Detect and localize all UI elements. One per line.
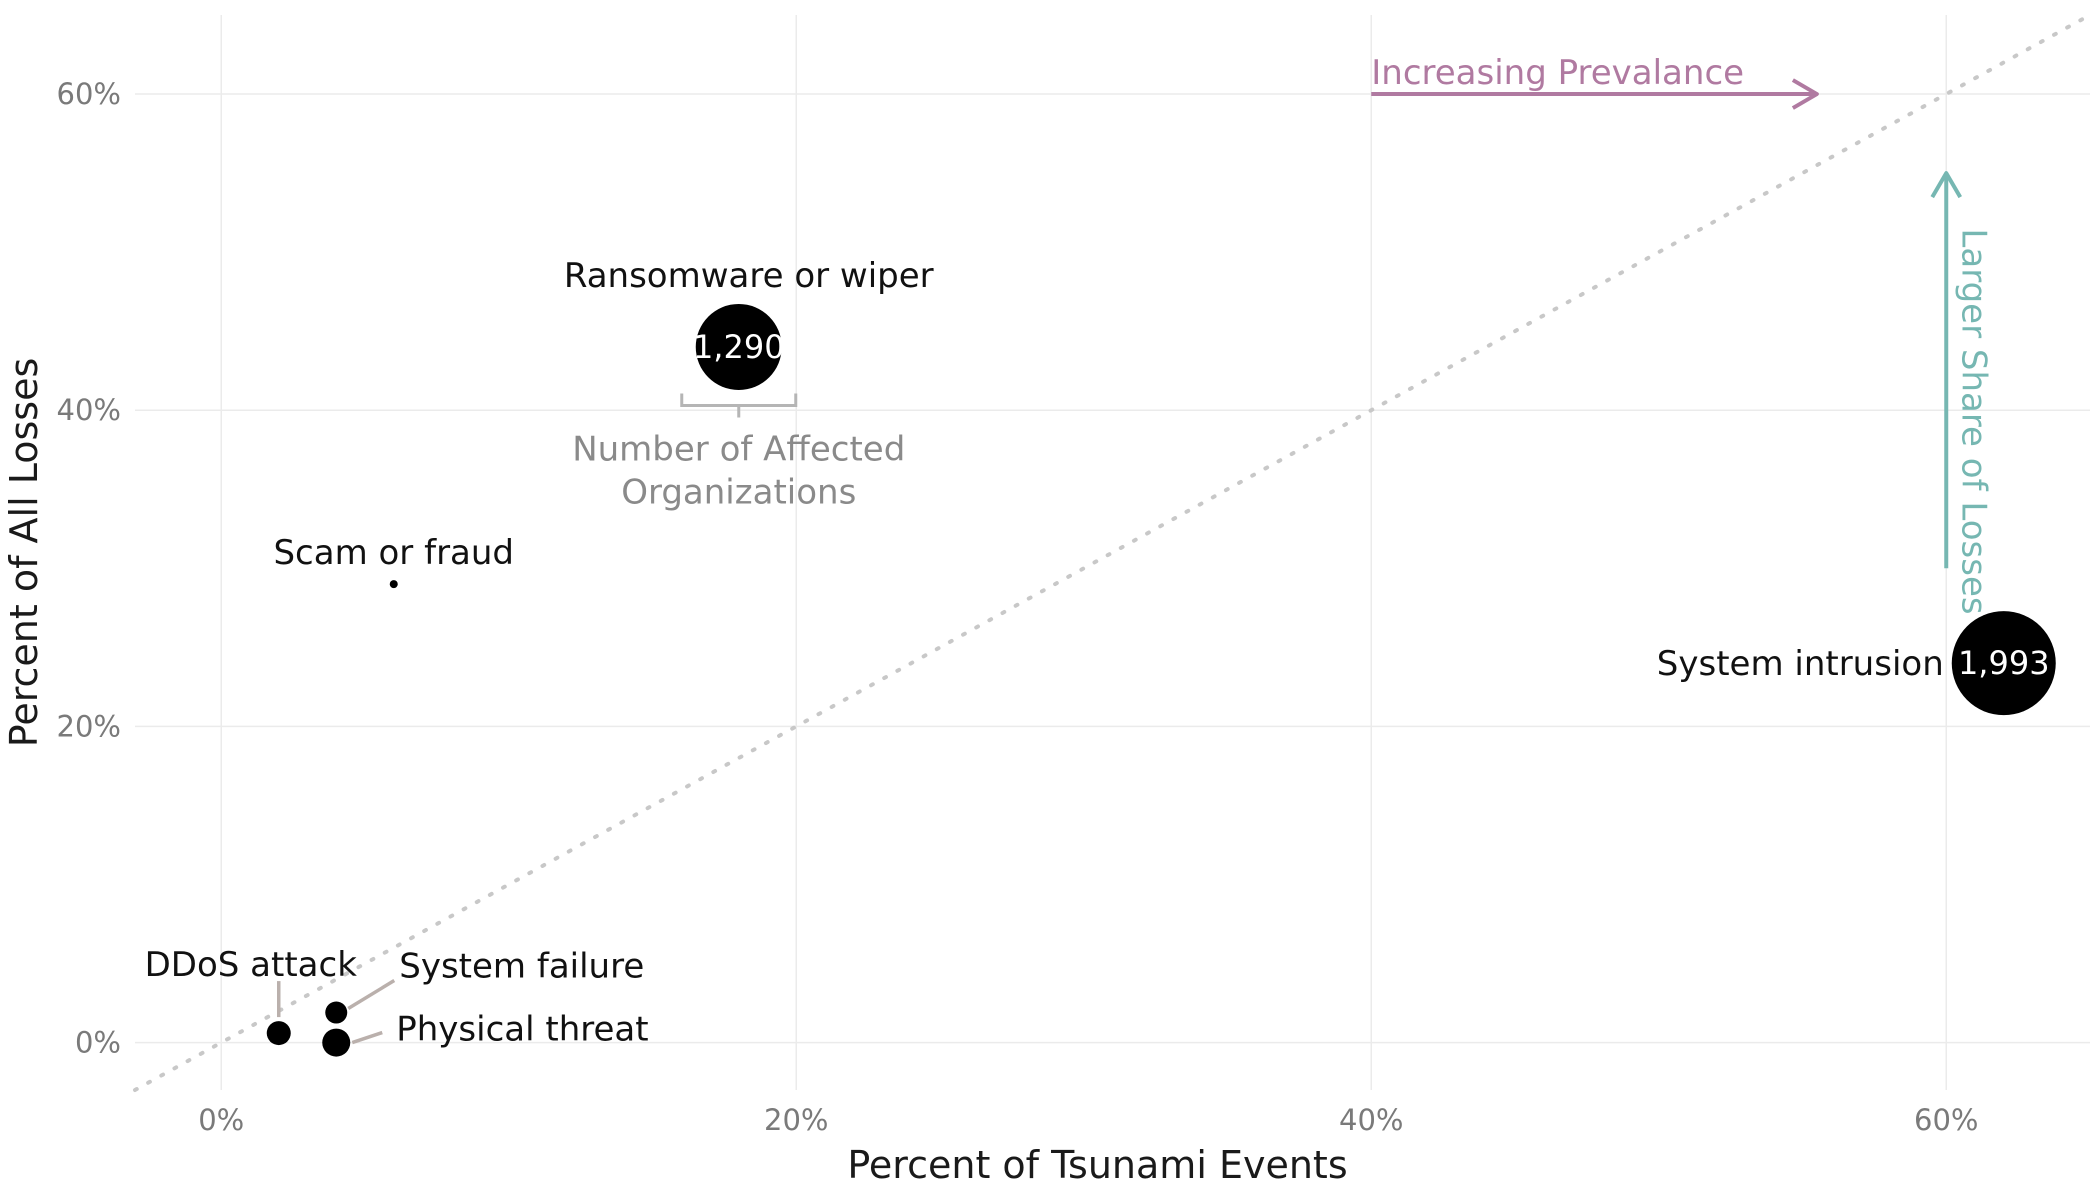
point-1 [389, 580, 398, 589]
point-2 [1951, 611, 2056, 716]
point-label-1: Scam or fraud [273, 533, 514, 573]
x-tick-label-2: 40% [1339, 1103, 1403, 1137]
size-legend-bracket [680, 393, 798, 418]
point-5 [322, 1028, 351, 1057]
x-tick-label-0: 0% [198, 1103, 244, 1137]
axis-layer: 0% 20% 40% 60% 0% 20% 40% 60% [57, 77, 1979, 1137]
losses-arrow-head [1930, 171, 1962, 199]
y-tick-label-2: 40% [57, 393, 121, 427]
x-axis-title: Percent of Tsunami Events [847, 1143, 1347, 1187]
x-tick-label-1: 20% [764, 1103, 828, 1137]
point-label-0: Ransomware or wiper [564, 256, 934, 296]
y-tick-label-3: 60% [57, 77, 121, 111]
y-tick-label-1: 20% [57, 709, 121, 743]
size-legend: Number of Affected Organizations [572, 393, 905, 512]
point-count-0: 1,290 [693, 328, 785, 366]
size-legend-line-2: Organizations [621, 472, 856, 512]
size-legend-line-1: Number of Affected [572, 429, 905, 469]
prevalence-label: Increasing Prevalance [1371, 53, 1744, 93]
leader-line-system-failure [347, 979, 396, 1011]
prevalence-arrow-head [1791, 78, 1819, 110]
points-layer: 1,290 Ransomware or wiper Scam or fraud 1,9… [145, 256, 2056, 1057]
leader-line-physical-threat [351, 1030, 383, 1045]
losses-annotation: Larger Share of Losses [1930, 171, 1993, 615]
point-label-3: DDoS attack [145, 945, 358, 985]
y-axis-title: Percent of All Losses [2, 358, 46, 747]
reference-line [133, 13, 2092, 1092]
losses-label: Larger Share of Losses [1953, 228, 1993, 614]
point-0 [695, 303, 782, 390]
point-label-2: System intrusion [1657, 644, 1944, 684]
point-4 [325, 1001, 348, 1024]
y-tick-label-0: 0% [75, 1026, 121, 1060]
point-count-2: 1,993 [1958, 644, 2050, 682]
prevalence-annotation: Increasing Prevalance [1371, 53, 1819, 110]
leader-lines [277, 979, 396, 1045]
x-tick-label-3: 60% [1914, 1103, 1978, 1137]
point-label-5: Physical threat [396, 1010, 648, 1050]
point-3 [266, 1021, 291, 1046]
point-label-4: System failure [399, 947, 644, 987]
